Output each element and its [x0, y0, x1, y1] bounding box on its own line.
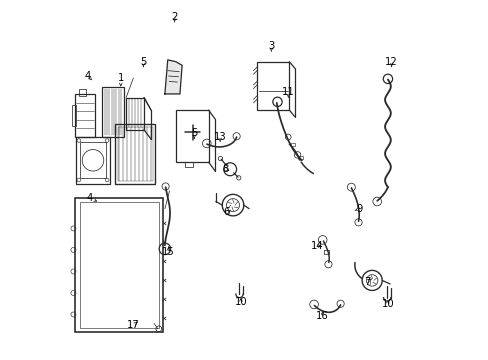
Text: 14: 14 [310, 241, 323, 251]
Text: 5: 5 [140, 57, 146, 67]
Bar [80, 202, 159, 328]
Text: 4: 4 [86, 193, 93, 203]
Bar [185, 162, 192, 167]
Text: 17: 17 [127, 320, 140, 330]
Bar [80, 142, 106, 178]
Bar [324, 250, 329, 253]
Bar [257, 62, 289, 110]
Text: 7: 7 [363, 277, 369, 287]
Text: 9: 9 [355, 204, 362, 214]
Bar [76, 137, 110, 184]
Bar [298, 156, 302, 159]
Bar [176, 110, 208, 162]
Text: 10: 10 [234, 297, 247, 307]
Bar [75, 94, 95, 137]
Bar [102, 87, 123, 137]
Text: 13: 13 [213, 132, 226, 142]
Text: 1: 1 [117, 73, 124, 83]
Bar [79, 89, 86, 96]
Text: 12: 12 [385, 57, 397, 67]
Text: 15: 15 [162, 247, 175, 257]
Text: 6: 6 [223, 207, 229, 217]
Text: 16: 16 [316, 311, 328, 320]
Bar [117, 127, 152, 181]
Text: 2: 2 [171, 12, 178, 22]
Text: 11: 11 [281, 87, 294, 97]
Polygon shape [164, 60, 182, 94]
Bar [75, 198, 163, 332]
Text: 5: 5 [191, 129, 197, 138]
Bar [72, 105, 76, 126]
Text: 4: 4 [84, 71, 91, 81]
Text: 3: 3 [268, 41, 274, 50]
Bar [115, 125, 155, 184]
Text: 10: 10 [381, 299, 393, 309]
Text: 8: 8 [222, 164, 228, 174]
Bar [290, 143, 295, 145]
